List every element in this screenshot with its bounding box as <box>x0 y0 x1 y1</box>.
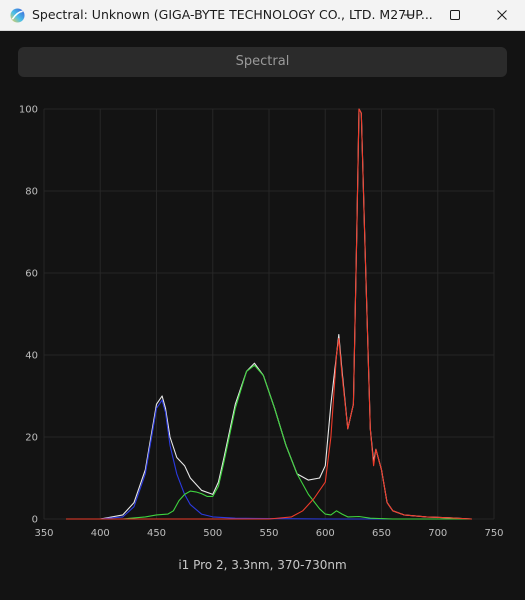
x-tick-label: 600 <box>316 528 335 539</box>
minimize-button[interactable] <box>386 0 432 30</box>
spectral-chart: 350 400 450 500 550 600 650 700 750 0 20 40 60 80 100 <box>19 105 504 540</box>
y-tick-label: 20 <box>25 433 38 444</box>
series-line-2 <box>65 364 473 520</box>
close-icon <box>497 10 507 20</box>
title-bar[interactable]: Spectral: Unknown (GIGA-BYTE TECHNOLOGY … <box>0 0 525 31</box>
y-tick-label: 40 <box>25 351 38 362</box>
y-tick-label: 80 <box>25 187 38 198</box>
x-tick-label: 500 <box>203 528 222 539</box>
series-line-1 <box>65 399 473 520</box>
maximize-button[interactable] <box>432 0 478 30</box>
rainbow-disc-icon <box>10 8 25 23</box>
chart-grid <box>43 108 495 520</box>
y-tick-label: 0 <box>32 515 38 526</box>
x-tick-label: 400 <box>91 528 110 539</box>
x-tick-label: 450 <box>147 528 166 539</box>
close-button[interactable] <box>479 0 525 30</box>
y-tick-label: 100 <box>19 105 38 116</box>
x-tick-label: 350 <box>34 528 53 539</box>
x-tick-label: 650 <box>372 528 391 539</box>
x-tick-label: 700 <box>428 528 447 539</box>
series-line-3 <box>65 108 473 520</box>
spectral-tab-button[interactable]: Spectral <box>18 47 507 77</box>
x-tick-label: 750 <box>484 528 503 539</box>
minimize-icon <box>404 14 414 16</box>
x-tick-label: 550 <box>259 528 278 539</box>
y-tick-label: 60 <box>25 269 38 280</box>
instrument-caption: i1 Pro 2, 3.3nm, 370-730nm <box>178 558 347 572</box>
maximize-icon <box>450 10 460 20</box>
window-title: Spectral: Unknown (GIGA-BYTE TECHNOLOGY … <box>32 7 433 22</box>
